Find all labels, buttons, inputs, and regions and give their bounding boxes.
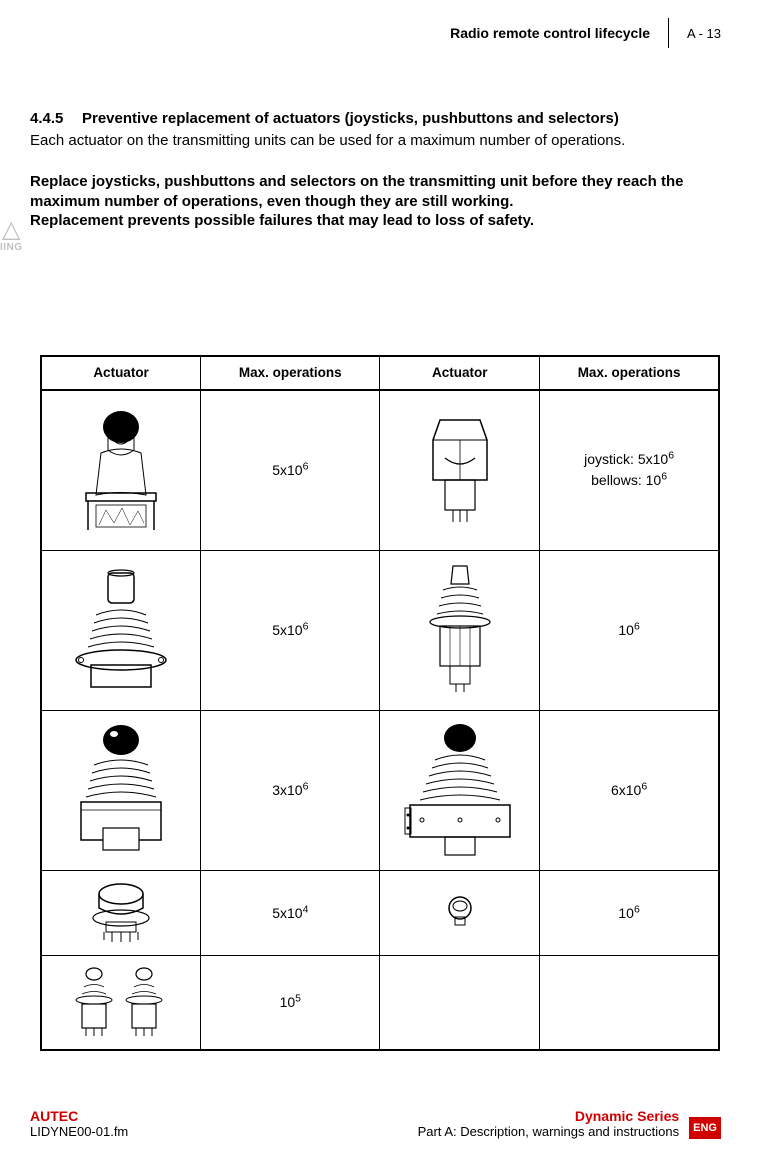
skeletal-joystick-icon bbox=[415, 560, 505, 700]
joystick-with-cover-icon bbox=[415, 410, 505, 530]
ball-joystick-box-icon bbox=[66, 720, 176, 860]
th-actuator-1: Actuator bbox=[41, 356, 201, 390]
warning-side-label: △ IING bbox=[0, 218, 23, 253]
maxops-cell: 3x106 bbox=[201, 710, 380, 870]
actuator-image-cell bbox=[41, 955, 201, 1050]
section-warning-2: Replacement prevents possible failures t… bbox=[30, 211, 721, 231]
maxops-cell: 5x104 bbox=[201, 870, 380, 955]
th-maxops-1: Max. operations bbox=[201, 356, 380, 390]
footer-part: Part A: Description, warnings and instru… bbox=[418, 1124, 680, 1139]
footer-right: Dynamic Series Part A: Description, warn… bbox=[418, 1108, 721, 1139]
table-row: 5x106 joystick: 5x106bellows: 106 bbox=[41, 390, 719, 550]
maxops-cell: 105 bbox=[201, 955, 380, 1050]
emergency-stop-icon bbox=[86, 878, 156, 948]
ball-joystick-large-base-icon bbox=[400, 720, 520, 860]
footer-series: Dynamic Series bbox=[418, 1108, 680, 1124]
th-maxops-2: Max. operations bbox=[540, 356, 719, 390]
actuator-image-cell bbox=[380, 550, 540, 710]
actuator-image-cell bbox=[41, 390, 201, 550]
actuator-image-cell bbox=[41, 550, 201, 710]
maxops-cell: joystick: 5x106bellows: 106 bbox=[540, 390, 719, 550]
header-page-number: A - 13 bbox=[669, 26, 721, 41]
actuator-image-cell bbox=[41, 870, 201, 955]
footer-brand: AUTEC bbox=[30, 1108, 128, 1124]
table-row: 3x106 bbox=[41, 710, 719, 870]
maxops-cell: 6x106 bbox=[540, 710, 719, 870]
header-section-title: Radio remote control lifecycle bbox=[450, 25, 668, 41]
page-footer: AUTEC LIDYNE00-01.fm Dynamic Series Part… bbox=[0, 1108, 761, 1139]
section-warning-1: Replace joysticks, pushbuttons and selec… bbox=[30, 172, 721, 211]
cylindrical-knob-joystick-icon bbox=[66, 565, 176, 695]
actuator-image-cell bbox=[380, 955, 540, 1050]
table-row: 5x106 bbox=[41, 550, 719, 710]
th-actuator-2: Actuator bbox=[380, 356, 540, 390]
maxops-cell: 5x106 bbox=[201, 390, 380, 550]
selector-pair-icon bbox=[66, 962, 176, 1042]
actuator-image-cell bbox=[41, 710, 201, 870]
section-number: 4.4.5 bbox=[30, 110, 82, 129]
actuator-image-cell bbox=[380, 390, 540, 550]
joystick-with-frame-icon bbox=[66, 405, 176, 535]
maxops-cell: 106 bbox=[540, 870, 719, 955]
language-badge: ENG bbox=[689, 1117, 721, 1139]
section-title: Preventive replacement of actuators (joy… bbox=[82, 110, 619, 129]
actuator-image-cell bbox=[380, 870, 540, 955]
maxops-cell: 5x106 bbox=[201, 550, 380, 710]
actuator-table: Actuator Max. operations Actuator Max. o… bbox=[40, 355, 720, 1051]
page-header: Radio remote control lifecycle A - 13 bbox=[450, 18, 721, 48]
warning-text-fragment: IING bbox=[0, 242, 23, 253]
table-row: 105 bbox=[41, 955, 719, 1050]
warning-triangle-icon: △ bbox=[0, 218, 23, 242]
small-pushbutton-icon bbox=[440, 893, 480, 933]
section-intro: Each actuator on the transmitting units … bbox=[30, 131, 721, 151]
maxops-cell: 106 bbox=[540, 550, 719, 710]
table-row: 5x104 106 bbox=[41, 870, 719, 955]
content-area: 4.4.5 Preventive replacement of actuator… bbox=[30, 110, 721, 231]
maxops-cell bbox=[540, 955, 719, 1050]
footer-doc-id: LIDYNE00-01.fm bbox=[30, 1124, 128, 1139]
footer-left: AUTEC LIDYNE00-01.fm bbox=[30, 1108, 128, 1139]
actuator-image-cell bbox=[380, 710, 540, 870]
